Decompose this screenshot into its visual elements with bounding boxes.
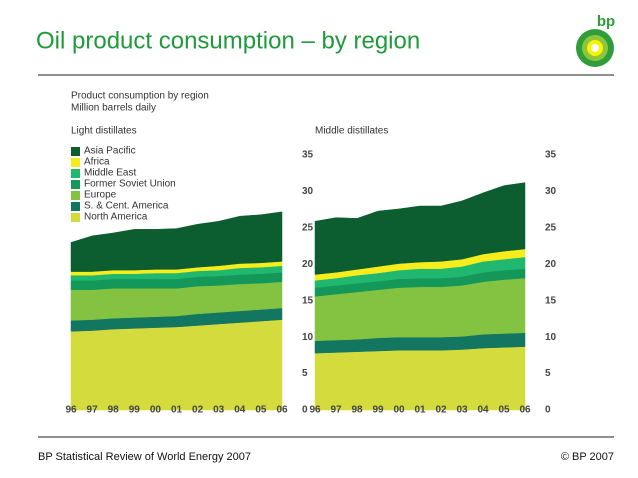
y-tick-label: 35 (545, 150, 557, 161)
y-tick-label: 10 (545, 332, 557, 343)
x-tick-label: 96 (309, 405, 321, 416)
x-tick-label: 06 (276, 405, 288, 416)
legend-swatch (71, 169, 80, 178)
y-tick-label: 25 (545, 222, 557, 233)
y-tick-label: 10 (302, 332, 314, 343)
x-tick-label: 05 (255, 405, 267, 416)
chart-title: Middle distillates (315, 126, 388, 137)
y-tick-label: 0 (545, 405, 551, 416)
legend-label: Former Soviet Union (84, 179, 176, 190)
x-tick-label: 98 (108, 405, 120, 416)
area (314, 182, 526, 275)
x-tick-label: 00 (150, 405, 162, 416)
legend-swatch (71, 147, 80, 156)
y-tick-label: 20 (545, 259, 557, 270)
y-tick-label: 20 (302, 259, 314, 270)
x-tick-label: 05 (498, 405, 510, 416)
y-tick-label: 35 (302, 150, 314, 161)
x-tick-label: 02 (192, 405, 204, 416)
x-tick-label: 00 (393, 405, 405, 416)
y-tick-label: 5 (302, 368, 308, 379)
legend-label: Middle East (84, 168, 136, 179)
legend-swatch (71, 158, 80, 167)
area (314, 346, 526, 411)
bp-logo: bp (576, 13, 615, 67)
x-tick-label: 01 (414, 405, 426, 416)
y-tick-label: 15 (302, 295, 314, 306)
x-tick-label: 06 (519, 405, 531, 416)
legend-label: North America (84, 212, 148, 223)
y-tick-label: 5 (545, 368, 551, 379)
x-tick-label: 96 (65, 405, 77, 416)
y-tick-label: 30 (302, 186, 314, 197)
chart-title: Light distillates (71, 126, 137, 137)
y-tick-label: 0 (302, 405, 308, 416)
legend-swatch (71, 180, 80, 189)
logo-core (591, 44, 599, 52)
x-tick-label: 03 (213, 405, 225, 416)
figure-subtitle: Million barrels daily (71, 103, 156, 114)
area (70, 319, 283, 411)
x-tick-label: 04 (477, 405, 489, 416)
footer-copyright: © BP 2007 (561, 451, 614, 463)
slide-title: Oil product consumption – by region (36, 27, 420, 54)
y-tick-label: 25 (302, 222, 314, 233)
legend-swatch (71, 202, 80, 211)
footer-source: BP Statistical Review of World Energy 20… (38, 451, 251, 463)
area (70, 211, 283, 272)
x-tick-label: 99 (372, 405, 384, 416)
logo-text: bp (597, 13, 615, 30)
y-tick-label: 30 (545, 186, 557, 197)
legend-label: Europe (84, 190, 117, 201)
figure-title: Product consumption by region (71, 91, 209, 102)
x-tick-label: 03 (456, 405, 468, 416)
legend-label: Asia Pacific (84, 146, 136, 157)
x-tick-label: 98 (351, 405, 363, 416)
x-tick-label: 02 (435, 405, 447, 416)
x-tick-label: 97 (87, 405, 99, 416)
legend-swatch (71, 213, 80, 222)
legend-swatch (71, 191, 80, 200)
x-tick-label: 01 (171, 405, 183, 416)
legend-label: S. & Cent. America (84, 201, 169, 212)
x-tick-label: 97 (330, 405, 342, 416)
legend-label: Africa (84, 157, 110, 168)
x-tick-label: 99 (129, 405, 141, 416)
x-tick-label: 04 (234, 405, 246, 416)
y-tick-label: 15 (545, 295, 557, 306)
